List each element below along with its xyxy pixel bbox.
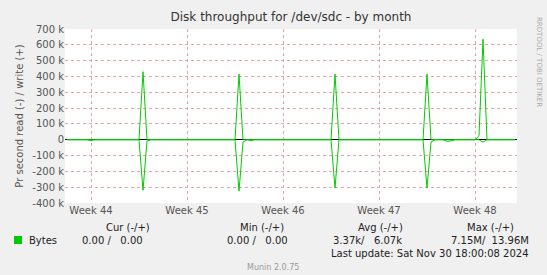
- svg-text:RRDTOOL / TOBI OETIKER: RRDTOOL / TOBI OETIKER: [535, 17, 543, 107]
- svg-text:0: 0: [58, 134, 64, 145]
- svg-text:Week 45: Week 45: [165, 205, 208, 216]
- svg-text:Min (-/+): Min (-/+): [240, 222, 284, 233]
- svg-text:Munin 2.0.75: Munin 2.0.75: [247, 263, 299, 272]
- svg-text:Avg (-/+): Avg (-/+): [358, 222, 403, 233]
- svg-text:Cur (-/+): Cur (-/+): [106, 222, 150, 233]
- svg-text:-200 k: -200 k: [32, 166, 64, 177]
- svg-text:700 k: 700 k: [36, 24, 64, 35]
- svg-text:200 k: 200 k: [36, 103, 64, 114]
- svg-text:600 k: 600 k: [36, 39, 64, 50]
- svg-text:100 k: 100 k: [36, 118, 64, 129]
- svg-text:7.15M/ 13.96M: 7.15M/ 13.96M: [451, 235, 529, 246]
- svg-text:Week 48: Week 48: [453, 205, 496, 216]
- svg-text:Week 46: Week 46: [261, 205, 304, 216]
- svg-text:3.37k/ 6.07k: 3.37k/ 6.07k: [333, 235, 402, 246]
- svg-text:Pr second read (-) / write (+): Pr second read (-) / write (+): [14, 44, 25, 187]
- svg-text:-400 k: -400 k: [32, 198, 64, 209]
- svg-text:Bytes: Bytes: [29, 235, 57, 246]
- svg-text:-300 k: -300 k: [32, 182, 64, 193]
- svg-text:Week 47: Week 47: [357, 205, 400, 216]
- svg-text:500 k: 500 k: [36, 55, 64, 66]
- svg-text:400 k: 400 k: [36, 71, 64, 82]
- svg-text:300 k: 300 k: [36, 87, 64, 98]
- svg-text:-100 k: -100 k: [32, 150, 64, 161]
- svg-text:0.00 / 0.00: 0.00 / 0.00: [227, 235, 288, 246]
- svg-text:Week 44: Week 44: [69, 205, 112, 216]
- svg-text:0.00 / 0.00: 0.00 / 0.00: [82, 235, 143, 246]
- svg-text:Last update: Sat Nov 30 18:00:: Last update: Sat Nov 30 18:00:08 2024: [331, 248, 529, 259]
- svg-text:Disk throughput for /dev/sdc -: Disk throughput for /dev/sdc - by month: [171, 10, 412, 24]
- svg-text:Max (-/+): Max (-/+): [467, 222, 514, 233]
